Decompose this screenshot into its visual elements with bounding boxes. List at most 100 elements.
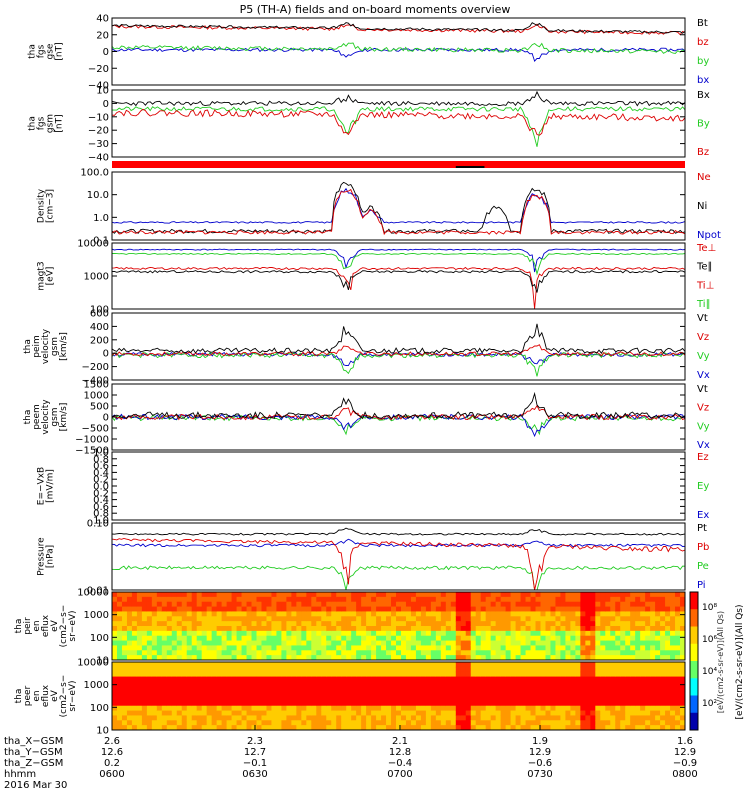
spec-cell: [306, 592, 312, 598]
spec-cell: [410, 596, 417, 603]
spec-cell: [296, 700, 302, 707]
spec-cell: [341, 606, 347, 612]
spec-cell: [286, 725, 292, 731]
spec-cell: [346, 720, 352, 726]
spec-cell: [371, 710, 377, 716]
spec-cell: [356, 676, 362, 682]
spec-cell: [630, 671, 636, 678]
spec-cell: [186, 671, 193, 678]
spec-cell: [131, 705, 138, 712]
spec-cell: [251, 715, 257, 721]
spec-cell: [590, 611, 596, 617]
spec-cell: [271, 662, 277, 668]
spec-cell: [166, 666, 173, 673]
spec-cell: [336, 715, 342, 721]
spec-cell: [505, 655, 512, 661]
spec-cell: [560, 626, 566, 632]
spec-cell: [560, 606, 566, 612]
spec-cell: [530, 650, 537, 656]
spec-cell: [455, 616, 462, 622]
spec-cell: [440, 715, 447, 721]
spec-cell: [341, 630, 347, 637]
spec-cell: [116, 725, 123, 731]
spec-cell: [311, 621, 317, 627]
spec-cell: [590, 720, 596, 726]
spec-cell: [650, 666, 656, 673]
spec-cell: [565, 606, 571, 612]
spec-cell: [371, 650, 377, 656]
spec-cell: [480, 630, 487, 637]
spec-cell: [121, 666, 128, 673]
spec-cell: [391, 705, 397, 712]
spec-cell: [405, 592, 412, 598]
spec-cell: [465, 606, 472, 612]
spec-cell: [460, 640, 467, 646]
spec-cell: [331, 681, 337, 687]
spec-cell: [440, 596, 447, 603]
spec-cell: [590, 662, 596, 668]
spec-cell: [261, 691, 267, 697]
y-tick-label: 0.6: [93, 461, 109, 472]
spec-cell: [670, 596, 676, 603]
spec-cell: [635, 662, 641, 668]
spec-cell: [405, 686, 412, 692]
spec-cell: [251, 676, 257, 682]
spec-cell: [316, 662, 322, 668]
spec-cell: [366, 626, 372, 632]
spec-cell: [306, 696, 312, 702]
spec-cell: [625, 666, 631, 673]
spec-cell: [246, 725, 253, 731]
spec-cell: [331, 686, 337, 692]
spec-cell: [600, 715, 606, 721]
spec-cell: [176, 696, 183, 702]
spec-cell: [221, 681, 228, 687]
spec-cell: [610, 601, 616, 608]
spec-cell: [186, 630, 193, 637]
spec-cell: [550, 596, 556, 603]
spec-cell: [470, 715, 477, 721]
spec-cell: [565, 662, 571, 668]
spec-cell: [425, 645, 432, 651]
spec-cell: [136, 686, 143, 692]
spec-cell: [545, 611, 551, 617]
spec-cell: [196, 630, 203, 637]
spec-cell: [575, 686, 581, 692]
spec-cell: [555, 720, 561, 726]
spec-cell: [400, 710, 407, 716]
spec-cell: [351, 691, 357, 697]
spec-cell: [316, 671, 322, 678]
spec-cell: [356, 681, 362, 687]
spec-cell: [376, 686, 382, 692]
spec-cell: [435, 676, 442, 682]
spec-cell: [141, 611, 148, 617]
spec-cell: [600, 662, 606, 668]
spec-cell: [670, 725, 676, 731]
spec-cell: [216, 715, 223, 721]
spec-cell: [141, 725, 148, 731]
spec-cell: [620, 705, 626, 712]
spec-cell: [306, 645, 312, 651]
spec-cell: [675, 592, 681, 598]
spec-cell: [445, 630, 452, 637]
spec-cell: [316, 715, 322, 721]
spec-cell: [535, 696, 541, 702]
spec-cell: [151, 596, 158, 603]
spec-cell: [470, 596, 477, 603]
spec-cell: [316, 606, 322, 612]
spec-cell: [400, 621, 407, 627]
series-line-red: [111, 538, 686, 591]
spec-cell: [455, 686, 462, 692]
spec-cell: [386, 655, 392, 661]
spec-cell: [565, 720, 571, 726]
spec-cell: [620, 596, 626, 603]
spec-cell: [331, 592, 337, 598]
spec-cell: [201, 626, 208, 632]
spec-cell: [550, 720, 556, 726]
y-tick-label: 10000: [77, 588, 109, 599]
spec-cell: [276, 710, 282, 716]
spec-cell: [645, 662, 651, 668]
spec-cell: [610, 606, 616, 612]
spec-cell: [655, 710, 661, 716]
spec-cell: [405, 710, 412, 716]
spec-cell: [131, 640, 138, 646]
